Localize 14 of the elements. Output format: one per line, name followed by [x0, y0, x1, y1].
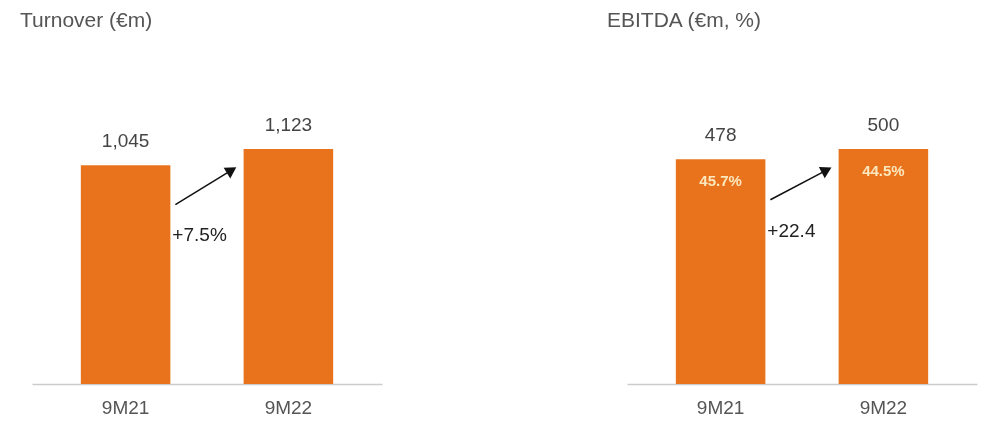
data-label: 478: [704, 124, 737, 146]
chart-title: EBITDA (€m, %): [607, 8, 762, 31]
x-tick-label: 9M21: [101, 396, 150, 418]
x-tick-label: 9M22: [264, 396, 313, 418]
chart-title: Turnover (€m): [20, 8, 153, 31]
data-label: 500: [867, 114, 900, 135]
x-tick-label: 9M22: [859, 396, 908, 418]
annotation: 44.5%: [862, 162, 905, 179]
x-tick-label: 9M21: [696, 396, 745, 418]
data-label: 1,045: [101, 130, 150, 152]
annotation: +7.5%: [172, 224, 227, 246]
annotation: +22.4: [767, 220, 816, 242]
annotation: 45.7%: [699, 172, 742, 190]
data-label: 1,123: [264, 114, 313, 135]
